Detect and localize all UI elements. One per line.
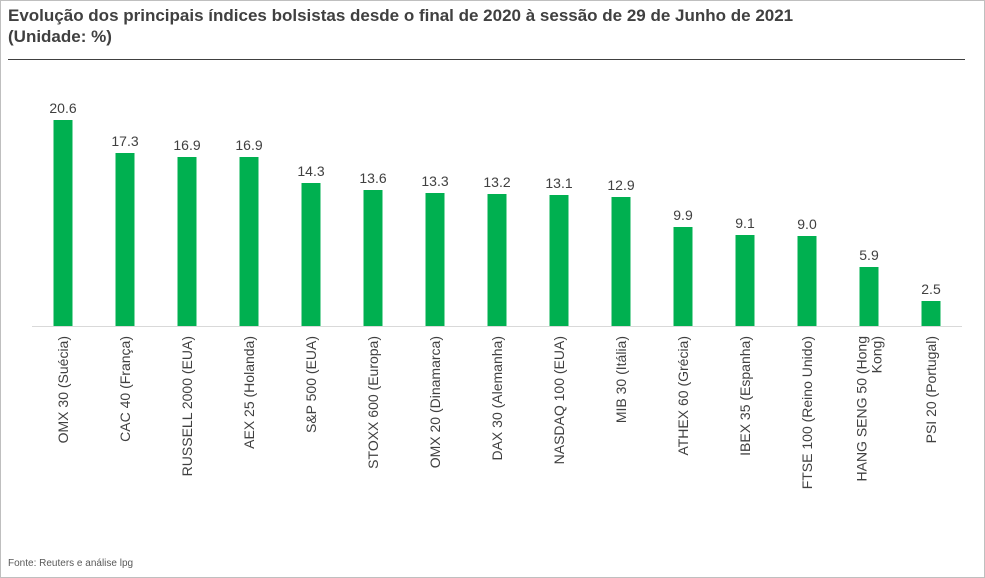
x-tick-label-line: AEX 25 (Holanda) [241, 336, 257, 449]
data-label: 14.3 [297, 163, 324, 179]
chart-title: Evolução dos principais índices bolsista… [8, 5, 968, 47]
x-tick-label-line: PSI 20 (Portugal) [923, 336, 939, 443]
x-tick-label-line: IBEX 35 (Espanha) [737, 336, 753, 456]
bar [301, 183, 321, 326]
x-tick-label-line: DAX 30 (Alemanha) [489, 336, 505, 461]
x-tick-label: S&P 500 (EUA) [303, 336, 319, 433]
data-label: 16.9 [173, 137, 200, 153]
bar [735, 235, 755, 326]
bar [177, 157, 197, 326]
x-tick-label-line: FTSE 100 (Reino Unido) [799, 336, 815, 489]
x-tick-label-line: STOXX 600 (Europa) [365, 336, 381, 469]
title-divider [8, 59, 965, 60]
bar [239, 157, 259, 326]
data-label: 9.0 [797, 216, 817, 232]
data-label: 13.3 [421, 173, 448, 189]
bar [859, 267, 879, 326]
x-tick-label-line: ATHEX 60 (Grécia) [675, 336, 691, 456]
bar [797, 236, 817, 326]
x-tick-label: FTSE 100 (Reino Unido) [799, 336, 815, 489]
x-tick-label-line: OMX 30 (Suécia) [55, 336, 71, 443]
bar [921, 301, 941, 326]
x-tick-label: OMX 30 (Suécia) [55, 336, 71, 443]
bar [363, 190, 383, 326]
data-label: 17.3 [111, 133, 138, 149]
x-tick-label: HANG SENG 50 (Hong Kong) [854, 336, 885, 482]
data-label: 5.9 [859, 247, 879, 263]
x-tick-label: IBEX 35 (Espanha) [737, 336, 753, 456]
x-tick-label: DAX 30 (Alemanha) [489, 336, 505, 461]
bar [549, 195, 569, 326]
source-note: Fonte: Reuters e análise lpg [8, 558, 134, 569]
data-label: 2.5 [921, 281, 941, 297]
x-tick-label: RUSSELL 2000 (EUA) [179, 336, 195, 476]
bar [53, 120, 73, 326]
title-unit-line: (Unidade: %) [8, 27, 112, 46]
data-label: 13.1 [545, 175, 572, 191]
x-tick-label: AEX 25 (Holanda) [241, 336, 257, 449]
x-tick-label: NASDAQ 100 (EUA) [551, 336, 567, 464]
data-label: 20.6 [49, 100, 76, 116]
x-tick-label-line: OMX 20 (Dinamarca) [427, 336, 443, 468]
data-label: 9.9 [673, 207, 693, 223]
x-tick-label: OMX 20 (Dinamarca) [427, 336, 443, 468]
bar [425, 193, 445, 326]
x-tick-label-line: S&P 500 (EUA) [303, 336, 319, 433]
x-tick-label-line: HANG SENG 50 (Hong [854, 336, 870, 482]
x-tick-label-line: CAC 40 (França) [117, 336, 133, 442]
bar [487, 194, 507, 326]
x-tick-label-line: Kong) [869, 336, 885, 373]
data-label: 9.1 [735, 215, 755, 231]
bar [673, 227, 693, 326]
x-tick-label: STOXX 600 (Europa) [365, 336, 381, 469]
x-tick-label: CAC 40 (França) [117, 336, 133, 442]
x-tick-label-line: MIB 30 (Itália) [613, 336, 629, 423]
bar [611, 197, 631, 326]
x-tick-label: MIB 30 (Itália) [613, 336, 629, 423]
x-tick-label-line: NASDAQ 100 (EUA) [551, 336, 567, 464]
data-label: 13.2 [483, 174, 510, 190]
data-label: 16.9 [235, 137, 262, 153]
x-tick-label-line: RUSSELL 2000 (EUA) [179, 336, 195, 476]
x-tick-label: PSI 20 (Portugal) [923, 336, 939, 443]
title-line-1: Evolução dos principais índices bolsista… [8, 6, 794, 25]
data-label: 12.9 [607, 177, 634, 193]
bar [115, 153, 135, 326]
data-label: 13.6 [359, 170, 386, 186]
x-tick-label: ATHEX 60 (Grécia) [675, 336, 691, 456]
